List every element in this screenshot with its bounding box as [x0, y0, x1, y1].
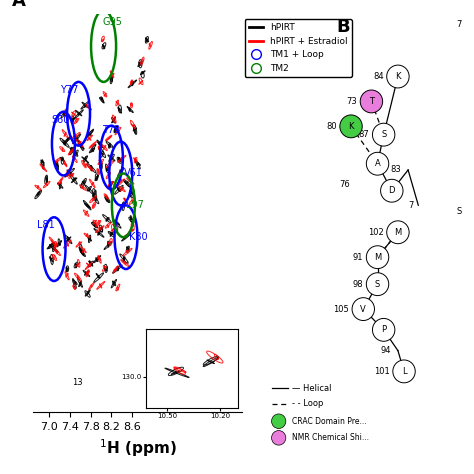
Text: 73: 73	[346, 97, 357, 106]
Text: S: S	[456, 207, 462, 216]
Text: G95: G95	[102, 17, 122, 27]
Circle shape	[366, 246, 389, 269]
Circle shape	[381, 179, 403, 202]
Text: V61: V61	[124, 168, 143, 179]
Circle shape	[387, 65, 409, 88]
Circle shape	[272, 414, 286, 428]
Text: 80: 80	[326, 122, 337, 131]
Text: S: S	[375, 280, 380, 289]
Text: K: K	[348, 122, 354, 131]
Text: 7: 7	[456, 20, 462, 29]
Text: 76: 76	[339, 180, 350, 189]
Text: S: S	[381, 130, 386, 139]
Text: B: B	[337, 18, 350, 36]
Text: 105: 105	[333, 305, 349, 314]
Text: M: M	[394, 228, 401, 237]
Text: 7: 7	[408, 201, 413, 210]
Circle shape	[373, 123, 395, 146]
Circle shape	[360, 90, 383, 113]
Text: L81: L81	[37, 220, 55, 230]
Text: V: V	[360, 305, 366, 314]
Circle shape	[340, 115, 362, 138]
Text: 84: 84	[373, 72, 383, 81]
X-axis label: $^{1}$H (ppm): $^{1}$H (ppm)	[99, 438, 176, 459]
Text: 102: 102	[368, 228, 383, 237]
Text: 87: 87	[359, 130, 369, 139]
Circle shape	[387, 221, 409, 244]
Text: A: A	[12, 0, 26, 10]
Circle shape	[393, 360, 415, 383]
Text: L: L	[402, 367, 406, 376]
Text: 94: 94	[380, 346, 391, 355]
Text: M: M	[374, 253, 381, 262]
Text: T73: T73	[102, 125, 120, 135]
Text: P: P	[381, 325, 386, 334]
Text: 91: 91	[353, 253, 363, 262]
Text: CRAC Domain Pre...: CRAC Domain Pre...	[292, 417, 366, 426]
Text: 83: 83	[390, 165, 401, 174]
Text: L97: L97	[126, 201, 144, 210]
Circle shape	[352, 298, 374, 320]
Text: K: K	[395, 72, 401, 81]
Text: Y77: Y77	[61, 85, 79, 95]
Text: K80: K80	[129, 232, 148, 242]
Text: D: D	[389, 186, 395, 195]
Circle shape	[366, 273, 389, 296]
Text: 101: 101	[374, 367, 390, 376]
Legend: hPIRT, hPIRT + Estradiol, TM1 + Loop, TM2: hPIRT, hPIRT + Estradiol, TM1 + Loop, TM…	[245, 19, 352, 77]
Text: — Helical: — Helical	[292, 383, 331, 392]
Circle shape	[272, 430, 286, 445]
Text: 98: 98	[353, 280, 363, 289]
Text: - - Loop: - - Loop	[292, 399, 323, 408]
Text: 13: 13	[73, 378, 83, 387]
Circle shape	[366, 152, 389, 175]
Text: NMR Chemical Shi...: NMR Chemical Shi...	[292, 433, 369, 442]
Text: A: A	[374, 159, 381, 168]
Text: S60: S60	[51, 115, 70, 125]
Text: T: T	[369, 97, 374, 106]
Circle shape	[373, 319, 395, 341]
